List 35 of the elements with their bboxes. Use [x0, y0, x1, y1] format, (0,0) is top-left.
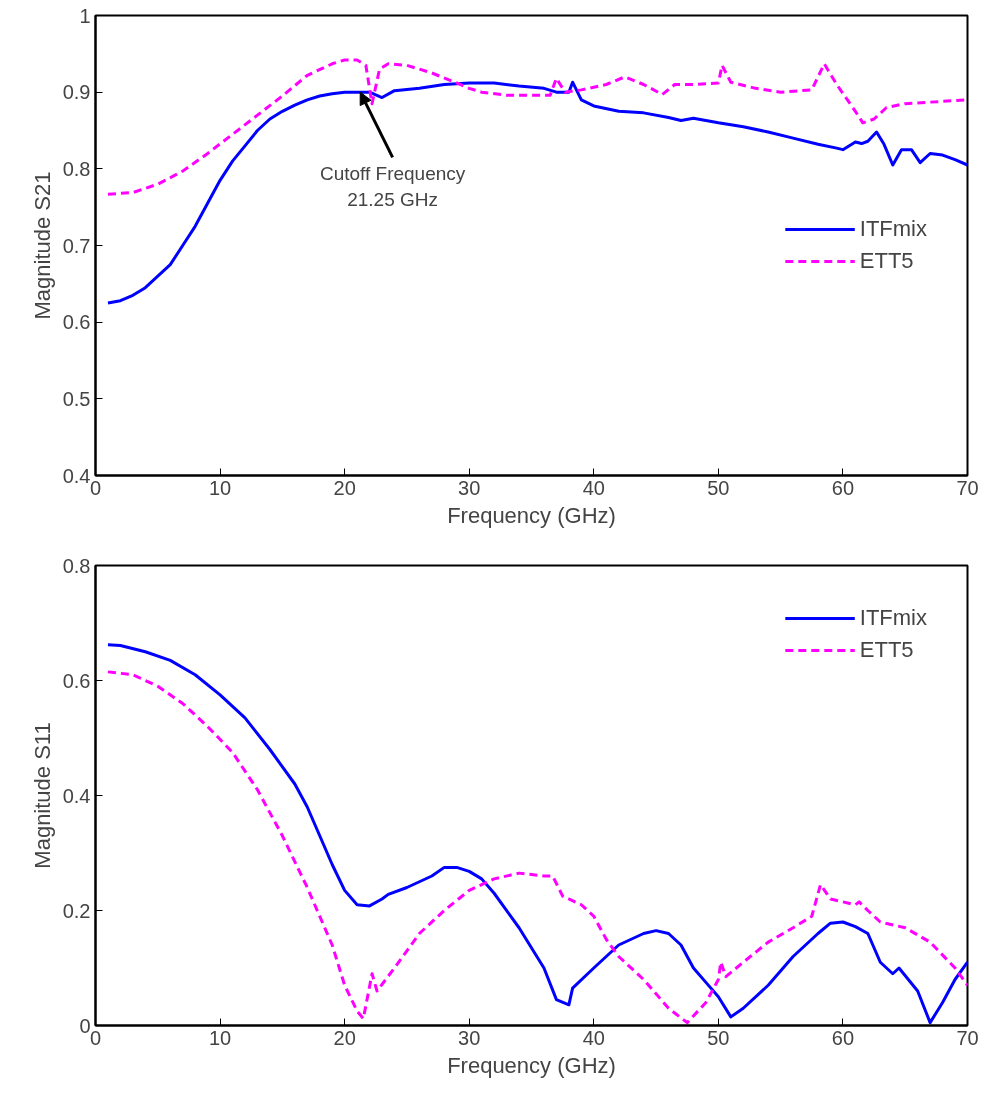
y-axis-title: Magnitude S21: [29, 171, 55, 320]
line-series: [106, 80, 968, 305]
y-tick-label: 0.6: [62, 669, 91, 692]
x-tick-label: 70: [956, 476, 979, 499]
y-tick-label: 0.4: [62, 464, 91, 487]
x-tick-label: 10: [208, 1026, 232, 1049]
x-tick-label: 60: [831, 476, 855, 499]
x-tick-label: 50: [707, 1026, 730, 1049]
x-tick-label: 70: [956, 1026, 979, 1049]
y-tick-label: 1: [79, 4, 91, 27]
y-tick-label: 0.5: [62, 387, 91, 410]
legend-label: ETT5: [859, 637, 914, 663]
x-axis-title: Frequency (GHz): [447, 502, 616, 528]
x-tick-label: 30: [458, 1026, 481, 1049]
annotation: Cutoff Frequency 21.25 GHz: [319, 163, 466, 211]
x-tick-label: 50: [707, 476, 730, 499]
x-tick-label: 30: [458, 476, 481, 499]
y-axis-title: Magnitude S11: [29, 722, 55, 869]
y-tick-label: 0.4: [62, 784, 91, 807]
y-tick-label: 0.8: [62, 554, 91, 577]
y-tick-label: 0.6: [62, 311, 91, 334]
legend-label: ITFmix: [859, 605, 927, 631]
y-tick-label: 0.8: [62, 157, 91, 180]
x-tick-label: 40: [582, 476, 605, 499]
x-axis-title: Frequency (GHz): [447, 1052, 616, 1078]
legend-label: ITFmix: [859, 216, 927, 242]
x-tick-label: 60: [831, 1026, 855, 1049]
y-tick-label: 0.7: [62, 234, 91, 257]
x-tick-label: 10: [208, 476, 232, 499]
y-tick-label: 0.9: [62, 81, 91, 104]
x-tick-label: 40: [582, 1026, 605, 1049]
x-tick-label: 20: [333, 1026, 356, 1049]
x-tick-label: 20: [333, 476, 356, 499]
y-tick-label: 0.2: [62, 899, 91, 922]
legend-label: ETT5: [859, 248, 914, 274]
